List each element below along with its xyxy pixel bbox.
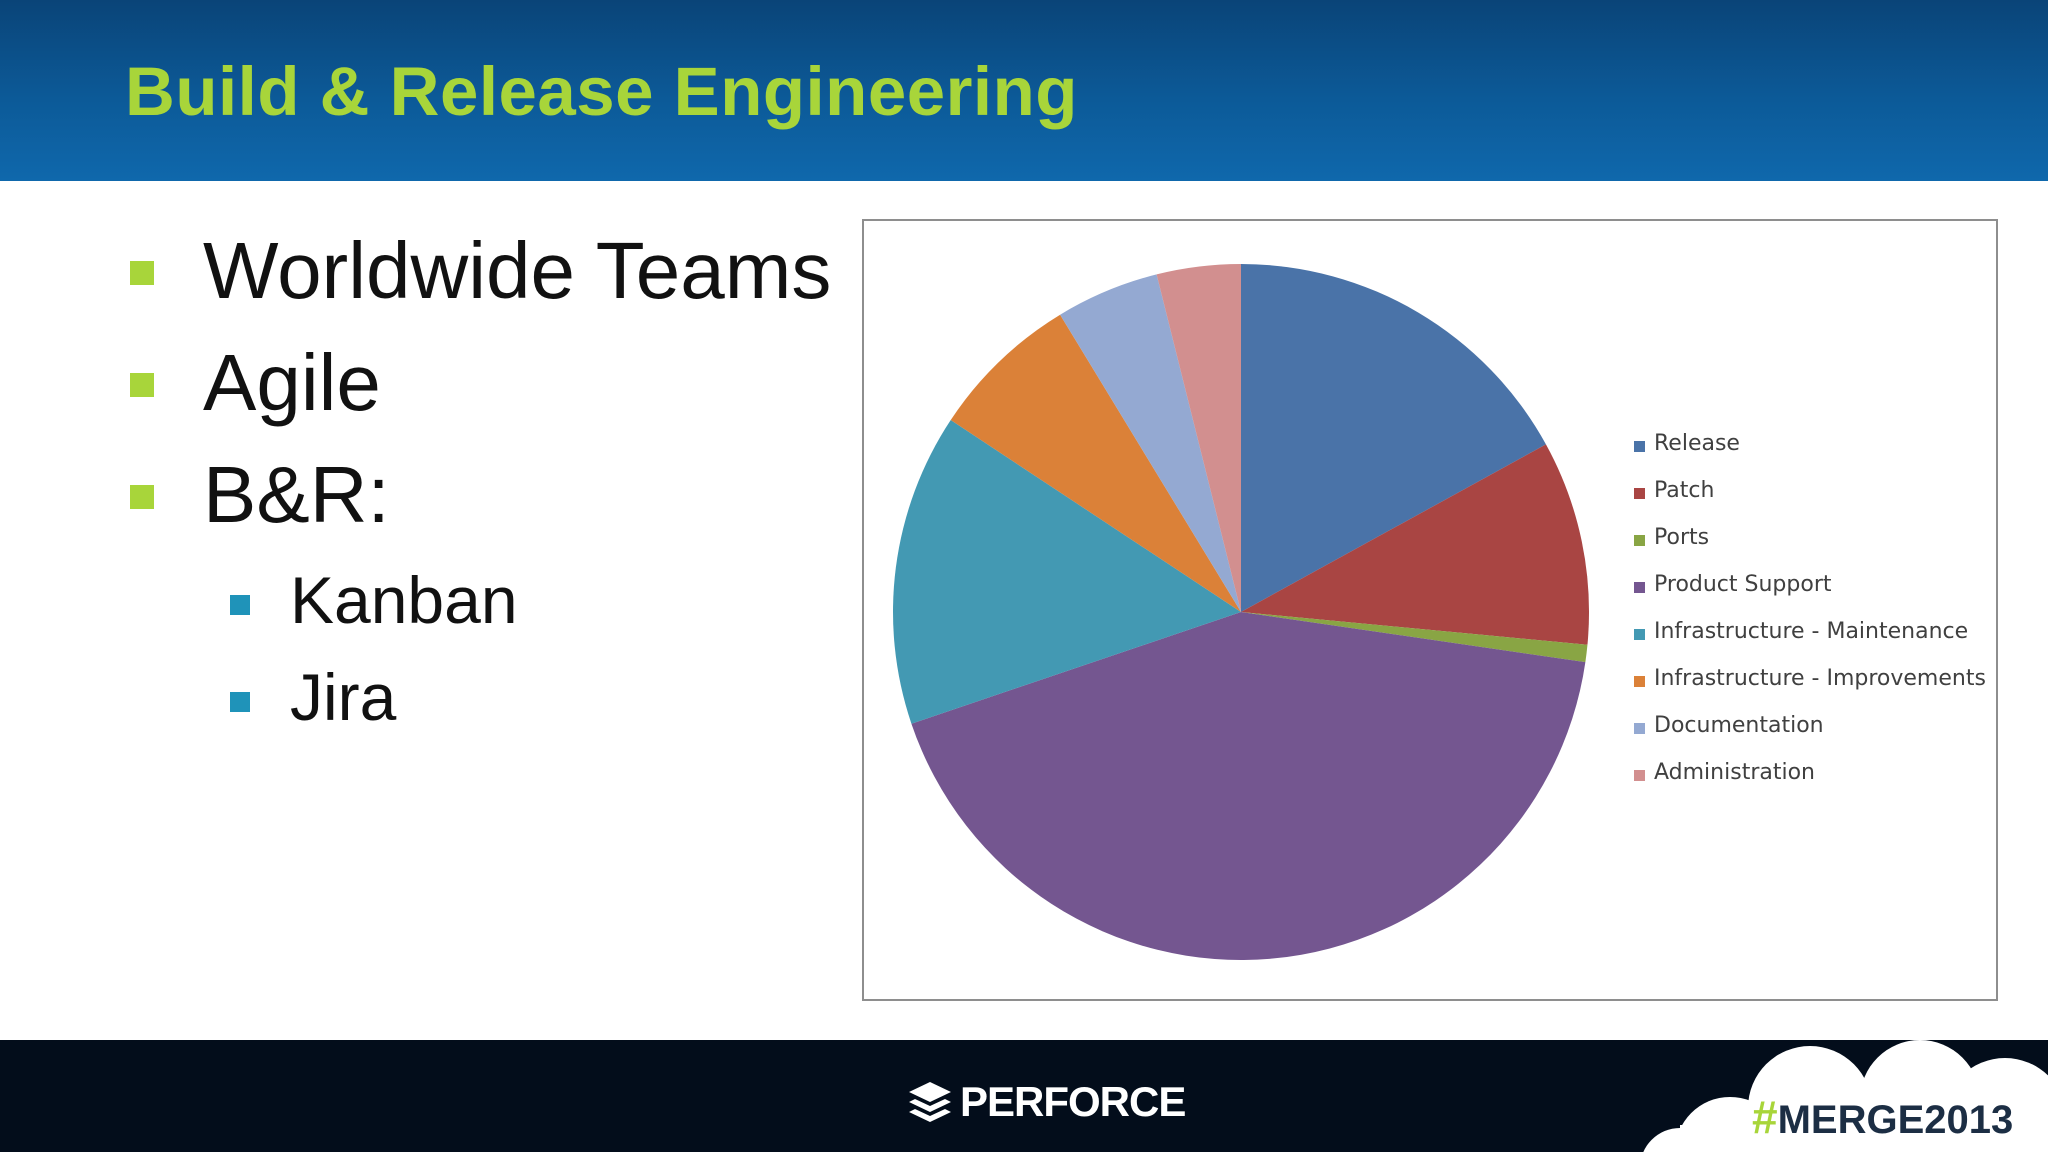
slide-header: Build & Release Engineering bbox=[0, 0, 2048, 181]
pie-slice-patch bbox=[1241, 444, 1590, 645]
bullet-text: Worldwide Teams bbox=[203, 226, 832, 315]
legend-swatch bbox=[1634, 488, 1645, 499]
pie-slice-documentation bbox=[1060, 274, 1241, 612]
pie-chart-canvas bbox=[893, 264, 1590, 960]
legend-label: Product Support bbox=[1654, 572, 1832, 597]
perforce-logo-text: PERFORCE bbox=[960, 1078, 1186, 1125]
hashtag-text: MERGE2013 bbox=[1777, 1098, 2014, 1142]
bullet-square-icon bbox=[130, 485, 154, 509]
legend-swatch bbox=[1634, 441, 1645, 452]
legend-label: Documentation bbox=[1654, 713, 1824, 738]
legend-swatch bbox=[1634, 770, 1645, 781]
legend-swatch bbox=[1634, 723, 1645, 734]
hashtag-symbol: # bbox=[1752, 1091, 1778, 1143]
bullet-text: Agile bbox=[203, 338, 381, 427]
slide-title: Build & Release Engineering bbox=[125, 53, 1078, 130]
legend-swatch bbox=[1634, 629, 1645, 640]
merge2013-hashtag: #MERGE2013 bbox=[1752, 1090, 2013, 1144]
pie-slice-product-support bbox=[911, 612, 1586, 960]
legend-label: Patch bbox=[1654, 478, 1715, 503]
bullet-square-icon bbox=[230, 595, 250, 615]
bullet-square-icon bbox=[230, 692, 250, 712]
legend-label: Ports bbox=[1654, 525, 1710, 550]
bullet-square-icon bbox=[130, 373, 154, 397]
pie-slice-release bbox=[1241, 264, 1546, 612]
bullet-text: B&R: bbox=[203, 450, 390, 539]
legend-label: Infrastructure - Improvements bbox=[1654, 666, 1986, 691]
legend-swatch bbox=[1634, 676, 1645, 687]
legend-swatch bbox=[1634, 582, 1645, 593]
slide-footer: PERFORCE #MERGE2013 bbox=[0, 1040, 2048, 1152]
bullet-square-icon bbox=[130, 261, 154, 285]
pie-slice-administration bbox=[1156, 264, 1241, 612]
legend-label: Administration bbox=[1654, 760, 1815, 785]
legend-label: Release bbox=[1654, 431, 1740, 456]
pie-slice-ports bbox=[1241, 612, 1588, 663]
cloud-shape bbox=[1643, 1040, 2048, 1152]
pie-chart: Release Patch Ports Product Support Infrastr… bbox=[862, 219, 1998, 1001]
legend-label: Infrastructure - Maintenance bbox=[1654, 619, 1969, 644]
bullet-text: Kanban bbox=[290, 563, 518, 637]
pie-slice-infrastructure-improvements bbox=[950, 314, 1241, 612]
pie-slice-infrastructure-maintenance bbox=[893, 420, 1241, 724]
perforce-logo-icon bbox=[909, 1082, 951, 1122]
legend-swatch bbox=[1634, 535, 1645, 546]
bullet-text: Jira bbox=[290, 660, 397, 734]
